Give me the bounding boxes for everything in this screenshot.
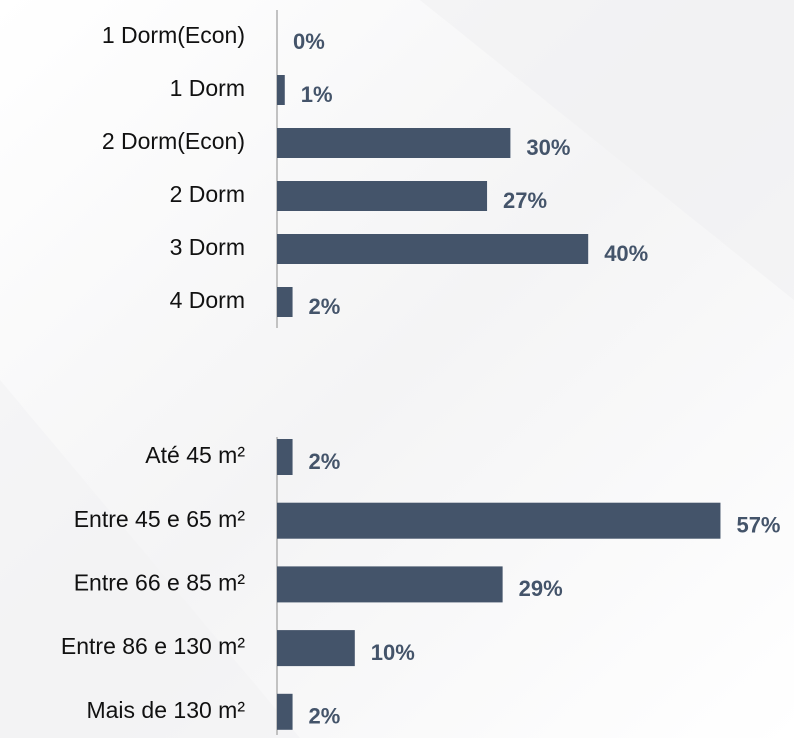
data-label: 57% bbox=[736, 513, 780, 538]
category-label: 1 Dorm(Econ) bbox=[102, 22, 245, 48]
category-label: 2 Dorm(Econ) bbox=[102, 128, 245, 154]
bar bbox=[277, 566, 503, 603]
bar bbox=[277, 439, 293, 475]
data-label: 10% bbox=[371, 640, 415, 665]
category-label: 2 Dorm bbox=[170, 181, 245, 207]
category-label: 1 Dorm bbox=[170, 75, 245, 101]
data-label: 2% bbox=[309, 704, 341, 729]
category-label: Entre 66 e 85 m² bbox=[74, 569, 246, 595]
bar bbox=[277, 75, 285, 105]
category-label: Entre 45 e 65 m² bbox=[74, 506, 246, 532]
data-label: 0% bbox=[293, 29, 325, 54]
data-label: 40% bbox=[604, 241, 648, 266]
bar bbox=[277, 693, 293, 730]
category-label: 4 Dorm bbox=[170, 287, 245, 313]
data-label: 29% bbox=[519, 576, 563, 601]
data-label: 2% bbox=[309, 449, 341, 474]
data-label: 1% bbox=[301, 82, 333, 107]
category-label: Até 45 m² bbox=[145, 442, 245, 468]
bar bbox=[277, 234, 589, 264]
bar bbox=[277, 502, 721, 539]
data-label: 30% bbox=[526, 135, 570, 160]
bar bbox=[277, 287, 293, 317]
category-label: 3 Dorm bbox=[170, 234, 245, 260]
background-shape bbox=[420, 0, 794, 300]
bar bbox=[277, 128, 511, 158]
category-label: Mais de 130 m² bbox=[86, 697, 245, 723]
data-label: 27% bbox=[503, 188, 547, 213]
bar bbox=[277, 630, 355, 667]
category-label: Entre 86 e 130 m² bbox=[61, 633, 245, 659]
data-label: 2% bbox=[309, 294, 341, 319]
bar bbox=[277, 181, 488, 211]
background-shape bbox=[0, 380, 300, 738]
